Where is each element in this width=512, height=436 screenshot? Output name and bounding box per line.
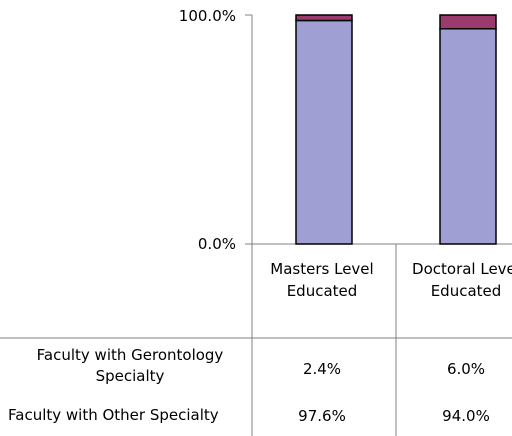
table-cell-other-doctoral: 94.0% <box>442 407 490 425</box>
bar-segment-other-0 <box>295 19 353 245</box>
bar-segment-gerontology-1 <box>439 14 497 30</box>
category-label-doctoral: Doctoral Level Educated <box>412 260 512 300</box>
bar-segment-gerontology-0 <box>295 14 353 22</box>
table-cell-gerontology-doctoral: 6.0% <box>446 360 486 378</box>
category-label-masters: Masters Level Educated <box>270 260 374 300</box>
table-cell-other-masters: 97.6% <box>298 407 346 425</box>
table-row-label-gerontology: Faculty with Gerontology Specialty <box>36 346 224 385</box>
table-cell-gerontology-masters: 2.4% <box>302 360 342 378</box>
bars-group <box>295 14 497 245</box>
table-row-label-other: Faculty with Other Specialty <box>8 406 219 424</box>
bar-segment-other-1 <box>439 27 497 245</box>
y-tick-min: 0.0% <box>197 235 236 253</box>
y-tick-max: 100.0% <box>178 7 236 25</box>
